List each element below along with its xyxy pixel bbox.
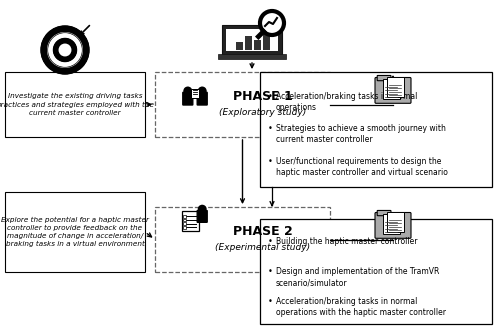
Bar <box>184 219 186 221</box>
Circle shape <box>198 205 206 214</box>
Circle shape <box>59 44 71 56</box>
Bar <box>155 72 330 137</box>
Text: Explore the potential for a haptic master
controller to provide feedback on the
: Explore the potential for a haptic maste… <box>1 217 149 247</box>
Text: Acceleration/braking tasks in normal
operations: Acceleration/braking tasks in normal ope… <box>276 92 418 112</box>
Bar <box>260 219 492 324</box>
Text: Acceleration/braking tasks in normal
operations with the haptic master controlle: Acceleration/braking tasks in normal ope… <box>276 297 446 317</box>
FancyBboxPatch shape <box>197 92 207 105</box>
FancyBboxPatch shape <box>375 212 411 238</box>
Circle shape <box>184 87 192 96</box>
Bar <box>254 40 261 50</box>
Text: User/functional requirements to design the
haptic master controller and virtual : User/functional requirements to design t… <box>276 157 448 177</box>
Bar <box>387 76 404 97</box>
Bar <box>5 192 145 272</box>
Bar <box>218 54 286 59</box>
Bar <box>245 36 252 50</box>
Bar <box>184 226 186 228</box>
Bar <box>383 213 400 234</box>
Text: •: • <box>268 267 273 276</box>
Text: Strategies to achieve a smooth journey with
current master controller: Strategies to achieve a smooth journey w… <box>276 124 446 144</box>
Text: •: • <box>268 157 273 166</box>
Circle shape <box>48 33 82 67</box>
FancyBboxPatch shape <box>375 77 411 103</box>
FancyBboxPatch shape <box>183 92 193 105</box>
Bar <box>184 222 186 225</box>
Bar <box>192 89 198 98</box>
Text: PHASE 2: PHASE 2 <box>232 225 292 238</box>
Bar <box>222 25 282 55</box>
Circle shape <box>54 39 76 61</box>
Text: (Experimental study): (Experimental study) <box>215 243 310 252</box>
Bar <box>383 78 400 99</box>
FancyBboxPatch shape <box>197 210 207 222</box>
Text: Building the haptic master controller: Building the haptic master controller <box>276 237 418 246</box>
Text: •: • <box>268 124 273 133</box>
Bar <box>260 72 492 187</box>
Bar <box>184 215 186 218</box>
Circle shape <box>41 26 89 74</box>
Bar <box>182 211 198 231</box>
Text: •: • <box>268 297 273 306</box>
Text: PHASE 1: PHASE 1 <box>232 90 292 103</box>
Circle shape <box>260 11 284 35</box>
Bar <box>226 29 278 51</box>
Bar <box>387 211 404 232</box>
Bar <box>5 72 145 137</box>
Bar <box>263 34 270 50</box>
Circle shape <box>198 87 206 96</box>
FancyBboxPatch shape <box>377 75 391 81</box>
Text: Investigate the existing driving tasks
practices and strategies employed with th: Investigate the existing driving tasks p… <box>0 93 154 116</box>
Text: •: • <box>268 237 273 246</box>
Bar <box>236 42 243 50</box>
Bar <box>155 207 330 272</box>
Text: (Exploratory study): (Exploratory study) <box>219 108 306 117</box>
Text: •: • <box>268 92 273 101</box>
Text: Design and implementation of the TramVR
scenario/simulator: Design and implementation of the TramVR … <box>276 267 440 287</box>
FancyBboxPatch shape <box>377 210 391 216</box>
